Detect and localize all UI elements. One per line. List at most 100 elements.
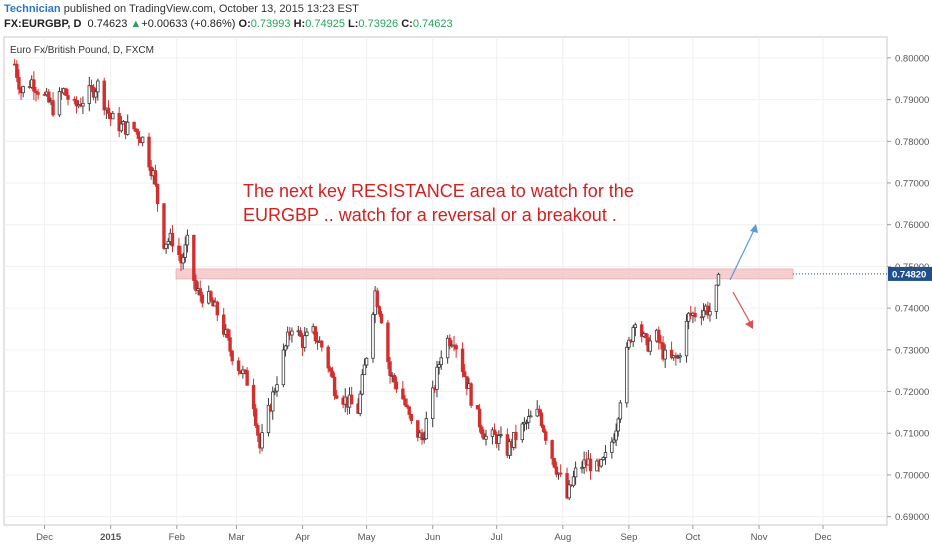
candle-body xyxy=(119,123,124,132)
candle-body xyxy=(147,136,151,168)
candle-body xyxy=(126,121,130,135)
resistance-zone[interactable]: 0.74820 xyxy=(175,266,932,281)
candle-body xyxy=(558,472,563,475)
candle-body xyxy=(454,345,458,350)
candle-body xyxy=(529,415,533,418)
candle-body xyxy=(371,314,375,359)
breakout-arrowhead xyxy=(750,224,758,233)
symbol-name: FX:EURGBP, D xyxy=(4,18,82,30)
x-tick-label: Apr xyxy=(295,532,310,543)
candle-body xyxy=(686,312,691,322)
candle-body xyxy=(627,339,631,348)
change-value: +0.00633 (+0.86%) xyxy=(141,18,236,30)
candle-body xyxy=(407,406,411,415)
candle-body xyxy=(215,301,219,316)
candle-body xyxy=(364,357,369,366)
candle-body xyxy=(251,384,256,410)
close-label: C: xyxy=(401,18,413,30)
symbol-info: FX:EURGBP, D 0.74623 ▲+0.00633 (+0.86%) … xyxy=(4,18,453,30)
candle-body xyxy=(552,458,556,468)
candle-body xyxy=(183,244,187,258)
y-tick-label: 0.78000 xyxy=(895,137,929,148)
candle-body xyxy=(177,245,181,256)
candle-body xyxy=(714,284,719,312)
candle-body xyxy=(132,121,136,130)
candle-body xyxy=(194,280,198,291)
candle-body xyxy=(34,90,38,94)
candle-body xyxy=(328,367,333,372)
candle-body xyxy=(47,91,51,103)
x-tick-label: Oct xyxy=(686,532,701,543)
change-arrow-icon: ▲ xyxy=(130,18,142,30)
candle-body xyxy=(57,91,62,116)
candle-body xyxy=(362,364,367,376)
low-value: 0.73926 xyxy=(358,18,399,30)
candle-body xyxy=(230,350,234,362)
candle-body xyxy=(332,376,337,397)
candle-body xyxy=(394,381,399,390)
candle-body xyxy=(140,136,145,144)
low-label: L: xyxy=(348,18,359,30)
candle-body xyxy=(164,243,168,249)
y-tick-label: 0.72000 xyxy=(895,387,929,398)
y-tick-label: 0.80000 xyxy=(895,53,929,64)
candle-body xyxy=(544,431,548,441)
candle-body xyxy=(524,421,529,424)
candle-body xyxy=(554,466,559,475)
candle-body xyxy=(601,457,606,461)
open-value: 0.73993 xyxy=(250,18,291,30)
candle-body xyxy=(185,234,190,246)
candle-body xyxy=(335,395,339,399)
candle-body xyxy=(416,420,420,438)
arrows xyxy=(729,224,758,329)
y-tick-label: 0.70000 xyxy=(895,470,929,481)
candle-body xyxy=(303,335,307,348)
y-tick-label: 0.79000 xyxy=(895,95,929,106)
candle-body xyxy=(401,388,405,400)
y-axis: 0.80000 0.79000 0.78000 0.77000 0.76000 0.750… xyxy=(887,53,929,523)
candle-body xyxy=(81,102,85,107)
candle-body xyxy=(480,426,484,435)
candle-body xyxy=(644,333,648,339)
candle-body xyxy=(236,360,241,372)
resistance-rect xyxy=(175,268,794,280)
candle-body xyxy=(192,234,196,281)
candle-body xyxy=(550,440,554,459)
candle-body xyxy=(424,418,429,440)
y-tick-label: 0.75000 xyxy=(895,262,929,273)
candle-body xyxy=(166,241,170,245)
y-tick-label: 0.73000 xyxy=(895,345,929,356)
candle-body xyxy=(51,100,55,116)
candle-body xyxy=(603,452,608,458)
candle-body xyxy=(657,329,661,343)
candle-body xyxy=(497,435,501,444)
candle-body xyxy=(155,183,160,205)
candle-body xyxy=(106,107,111,114)
candle-body xyxy=(439,357,443,365)
candle-body xyxy=(21,86,25,94)
x-tick-label: Dec xyxy=(815,532,832,543)
candle-body xyxy=(633,324,638,328)
candle-body xyxy=(445,337,450,359)
candle-body xyxy=(15,63,19,78)
candle-body xyxy=(134,128,138,132)
candle-body xyxy=(588,458,593,472)
candle-body xyxy=(499,434,503,437)
breakout-arrow xyxy=(729,225,757,281)
author-name[interactable]: Technician xyxy=(4,3,61,15)
candle-body xyxy=(405,404,409,408)
candle-body xyxy=(32,79,36,92)
annotation-line: EURGBP .. watch for a reversal or a brea… xyxy=(243,205,617,225)
x-tick-label: May xyxy=(358,532,376,543)
candle-body xyxy=(102,80,106,111)
candle-body xyxy=(241,369,245,374)
candle-body xyxy=(477,408,482,428)
y-tick-label: 0.71000 xyxy=(895,429,929,440)
candle-body xyxy=(379,313,384,324)
candle-body xyxy=(465,376,469,389)
candle-body xyxy=(298,330,303,337)
candle-body xyxy=(699,316,704,319)
candle-body xyxy=(475,405,480,410)
candle-body xyxy=(678,355,682,358)
